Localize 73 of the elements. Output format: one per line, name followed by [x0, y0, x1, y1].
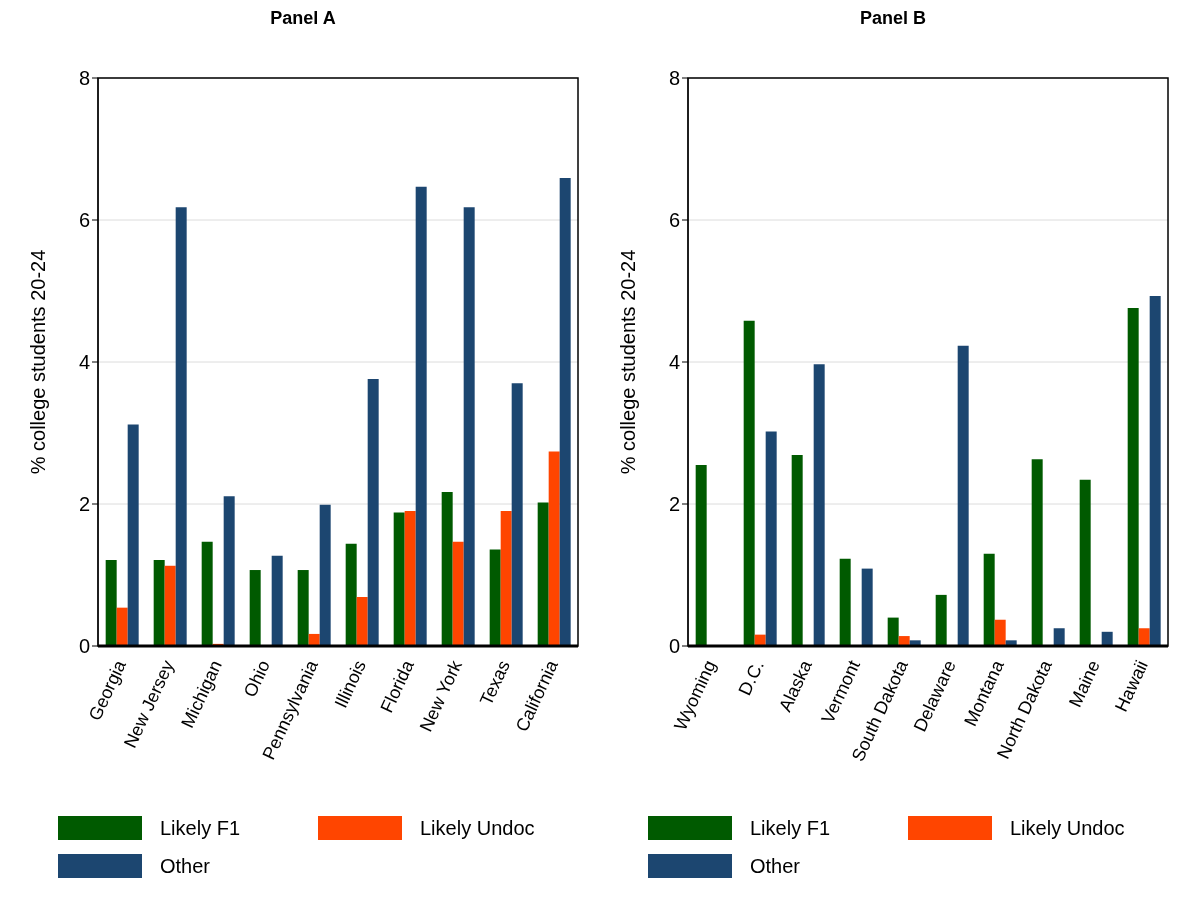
y-tick-label: 8 — [78, 67, 90, 90]
y-tick-label: 4 — [668, 351, 680, 374]
x-tick-label: Texas — [475, 657, 514, 709]
y-tick-label: 2 — [78, 493, 90, 516]
bar — [1127, 308, 1139, 646]
legend-label: Other — [750, 854, 801, 878]
bar — [201, 541, 213, 646]
bar — [415, 186, 427, 646]
x-tick-label: Maine — [1065, 657, 1104, 711]
chart-title: Panel A — [269, 8, 337, 30]
x-tick-label: D.C. — [734, 657, 768, 699]
y-tick-label: 2 — [668, 493, 680, 516]
bar — [116, 607, 128, 646]
bar — [393, 512, 405, 646]
bar — [153, 560, 165, 646]
y-tick-label: 6 — [668, 209, 680, 232]
bar — [1031, 459, 1043, 646]
bar — [839, 558, 851, 646]
bar — [898, 636, 910, 646]
bar — [164, 565, 176, 646]
bar — [511, 383, 523, 646]
bar — [1079, 479, 1091, 646]
bar — [356, 597, 368, 646]
bar — [1149, 295, 1161, 646]
bar — [548, 451, 560, 646]
bar — [105, 560, 117, 646]
bar — [367, 379, 379, 646]
bar — [559, 178, 571, 646]
bar — [861, 568, 873, 646]
y-tick-label: 4 — [78, 351, 90, 374]
bar — [813, 364, 825, 646]
bar — [404, 511, 416, 646]
y-tick-label: 6 — [78, 209, 90, 232]
bar — [743, 320, 755, 646]
bar — [983, 553, 995, 646]
bar — [765, 431, 777, 646]
bar — [500, 511, 512, 646]
bar — [1053, 628, 1065, 646]
bar — [887, 617, 899, 646]
bar — [994, 619, 1006, 646]
bar — [1101, 631, 1113, 646]
bar — [345, 543, 357, 646]
bar — [308, 633, 320, 646]
x-tick-label: New York — [415, 656, 467, 735]
y-tick-label: 0 — [668, 635, 680, 658]
legend-label: Likely F1 — [750, 816, 831, 840]
legend-label: Likely Undoc — [1010, 816, 1125, 840]
bar — [957, 345, 969, 646]
bar — [223, 496, 235, 646]
y-axis-title: % college students 20-24 — [617, 249, 640, 475]
bar — [489, 549, 501, 646]
bar — [297, 570, 309, 646]
legend-label: Likely Undoc — [420, 816, 535, 840]
y-tick-label: 0 — [78, 635, 90, 658]
legend-label: Likely F1 — [160, 816, 241, 840]
bar — [249, 570, 261, 646]
y-tick-label: 8 — [668, 67, 680, 90]
bar — [695, 464, 707, 646]
bar — [441, 491, 453, 646]
bar — [127, 424, 139, 646]
chart-title: Panel B — [859, 8, 927, 30]
bar — [319, 504, 331, 646]
bar — [175, 207, 187, 646]
bar — [791, 455, 803, 646]
y-axis-title: % college students 20-24 — [27, 249, 50, 475]
bar — [935, 594, 947, 646]
bar — [452, 541, 464, 646]
bar — [271, 555, 283, 646]
bar — [537, 502, 549, 646]
legend-label: Other — [160, 854, 211, 878]
x-tick-label: Illinois — [330, 657, 370, 712]
bar — [1138, 628, 1150, 646]
bar — [463, 207, 475, 646]
